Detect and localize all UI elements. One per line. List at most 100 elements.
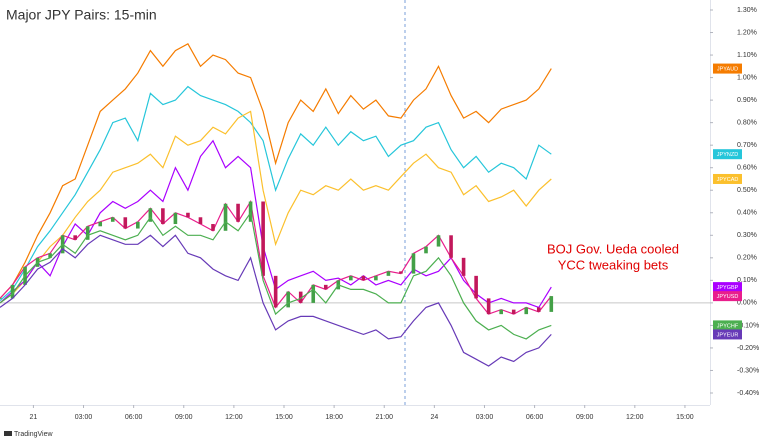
y-tick-label: -0.10% (737, 322, 759, 329)
candle (236, 203, 240, 222)
logo-icon (4, 431, 12, 436)
candle (211, 224, 215, 231)
y-tick-label: 0.70% (737, 142, 757, 149)
candle (298, 291, 303, 303)
series-line (0, 85, 552, 302)
y-tick-label: 0.50% (737, 187, 757, 194)
candle (148, 208, 153, 222)
candle (198, 217, 203, 225)
x-tick-label: 06:00 (526, 414, 544, 421)
candle (85, 226, 90, 240)
candle (374, 275, 378, 281)
candle (273, 275, 278, 308)
x-tick-label: 09:00 (175, 414, 193, 421)
candle (536, 307, 541, 312)
candle (486, 298, 491, 315)
candle (161, 208, 165, 225)
x-tick-label: 21:00 (375, 414, 393, 421)
candle (424, 246, 428, 254)
y-tick-label: 0.00% (737, 300, 757, 307)
y-tick-label: 0.20% (737, 255, 757, 262)
legend-label: JPYGBP (717, 285, 739, 291)
x-tick-label: 18:00 (325, 414, 343, 421)
series-label-box (713, 329, 742, 340)
candle (311, 284, 316, 303)
candle (349, 275, 353, 281)
series-line (0, 110, 552, 304)
y-tick-label: -0.30% (737, 367, 759, 374)
candle (361, 275, 366, 281)
x-tick-label: 24 (430, 414, 438, 421)
candle (186, 212, 190, 218)
series-label-box (713, 282, 742, 293)
series-label-box (713, 291, 742, 302)
x-tick-label: 12:00 (626, 414, 644, 421)
y-tick-label: 1.00% (737, 74, 757, 81)
candle (323, 284, 328, 290)
candle (136, 221, 140, 229)
candle (411, 253, 416, 274)
y-tick-label: 1.10% (737, 52, 757, 59)
series-line (0, 42, 552, 299)
candle (399, 271, 403, 274)
chart-title: Major JPY Pairs: 15-min (6, 7, 157, 23)
candle (461, 257, 466, 276)
series-label-box (713, 173, 742, 184)
candle (98, 221, 103, 227)
candle (386, 271, 391, 276)
legend-label: JPYAUD (717, 67, 738, 73)
x-tick-label: 15:00 (676, 414, 694, 421)
logo: TradingView (4, 431, 53, 438)
legend-label: JPYUSD (717, 294, 739, 300)
candle (511, 309, 516, 315)
candle (48, 253, 52, 258)
series-label-box (713, 320, 742, 331)
legend-label: JPYCAD (717, 177, 739, 183)
candle (436, 235, 441, 247)
candle (223, 203, 228, 231)
candle (261, 201, 265, 276)
x-tick-label: 03:00 (476, 414, 494, 421)
candle (474, 275, 478, 299)
candle (449, 235, 453, 258)
candle (73, 235, 77, 240)
candle (110, 217, 115, 222)
x-tick-label: 06:00 (125, 414, 143, 421)
candle (123, 217, 128, 229)
series-label-box (713, 63, 742, 74)
x-tick-label: 15:00 (275, 414, 293, 421)
x-tick-label: 21 (30, 414, 38, 421)
candle (524, 307, 529, 315)
x-tick-label: 03:00 (75, 414, 93, 421)
candle (499, 309, 503, 315)
series-line (0, 211, 552, 340)
x-tick-label: 12:00 (225, 414, 243, 421)
candle (248, 201, 253, 222)
y-tick-label: 0.10% (737, 277, 757, 284)
y-tick-label: -0.20% (737, 345, 759, 352)
candle (286, 291, 290, 308)
annotation: YCC tweaking bets (558, 257, 669, 272)
watermark: TradingView (14, 431, 53, 438)
y-tick-label: 0.60% (737, 165, 757, 172)
y-tick-label: 1.20% (737, 29, 757, 36)
y-tick-label: 0.40% (737, 210, 757, 217)
y-tick-label: 1.30% (737, 7, 757, 14)
legend-label: JPYCHF (717, 323, 739, 329)
series-line (0, 234, 552, 367)
y-tick-label: -0.40% (737, 390, 759, 397)
candle (10, 284, 15, 299)
legend-label: JPYEUR (717, 332, 739, 338)
annotation: BOJ Gov. Ueda cooled (547, 241, 679, 256)
y-tick-label: 0.30% (737, 232, 757, 239)
x-tick-label: 09:00 (576, 414, 594, 421)
plot (0, 42, 710, 367)
y-tick-label: 0.90% (737, 97, 757, 104)
legend-label: JPYNZD (717, 152, 738, 158)
candle (173, 212, 178, 225)
y-tick-label: 0.80% (737, 119, 757, 126)
series-label-box (713, 149, 742, 160)
